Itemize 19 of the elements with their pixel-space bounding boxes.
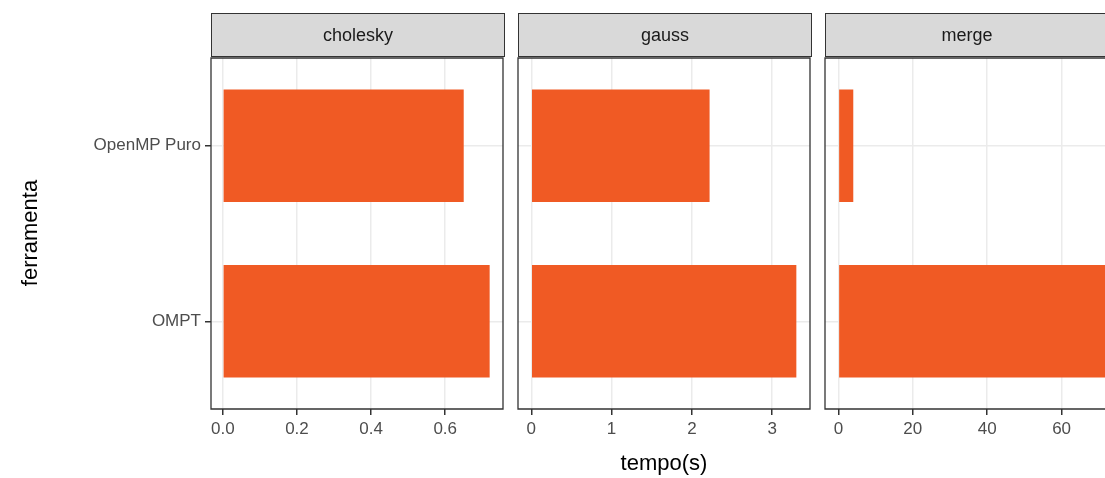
chart-title: cholesky [211, 13, 505, 57]
y-axis-title: ferramenta [17, 179, 43, 287]
x-tick-label: 0.6 [433, 418, 458, 438]
chart-title: gauss [518, 13, 812, 57]
x-tick-label: 0.2 [285, 418, 309, 438]
y-tick-label: OMPT [151, 310, 201, 330]
x-axis-title: tempo(s) [620, 450, 708, 476]
x-tick-label: 1 [606, 418, 617, 438]
y-tick-label: OpenMP Puro [93, 135, 201, 155]
x-tick-label: 2 [687, 418, 697, 438]
x-tick-label: 60 [1052, 418, 1072, 438]
x-tick-label: 0 [526, 418, 536, 438]
x-tick-label: 40 [977, 418, 997, 438]
x-tick-label: 0.4 [359, 418, 383, 438]
x-tick-label: 0 [833, 418, 844, 438]
chart-title: merge [825, 13, 1105, 57]
x-tick-label: 0.0 [211, 418, 235, 438]
x-tick-label: 20 [903, 418, 923, 438]
x-tick-label: 3 [767, 418, 777, 438]
